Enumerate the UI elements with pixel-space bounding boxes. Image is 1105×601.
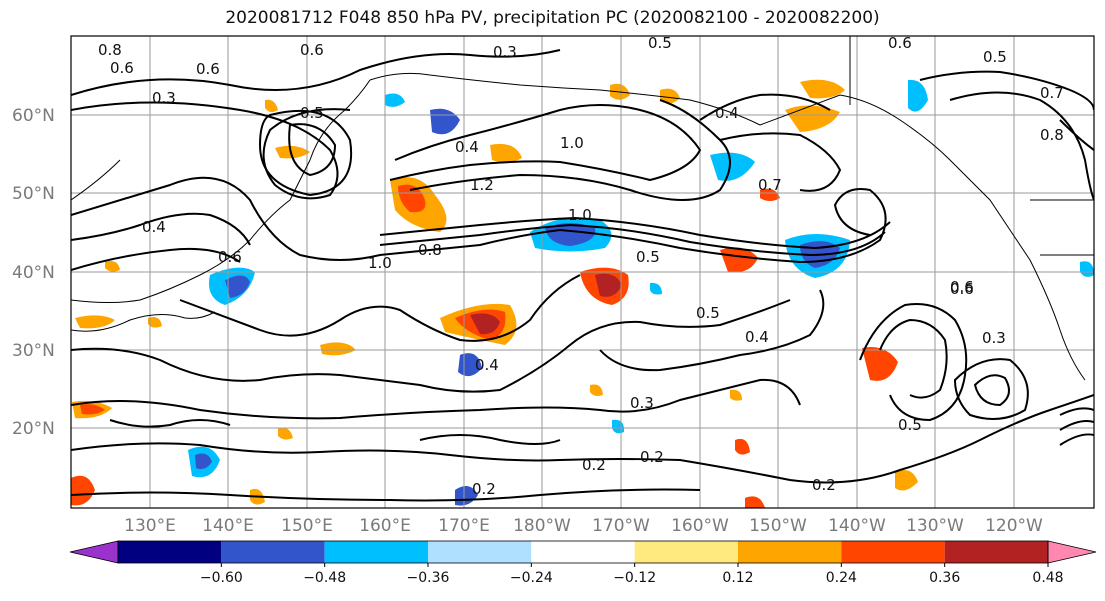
colorbar-bin xyxy=(221,541,325,563)
svg-text:0.2: 0.2 xyxy=(472,480,496,498)
svg-text:0.3: 0.3 xyxy=(493,43,517,61)
svg-text:150°E: 150°E xyxy=(281,516,333,536)
svg-text:180°W: 180°W xyxy=(513,516,571,536)
svg-text:0.6: 0.6 xyxy=(218,248,242,266)
svg-text:0.6: 0.6 xyxy=(950,278,974,296)
svg-text:0.7: 0.7 xyxy=(1040,84,1064,102)
svg-text:0.7: 0.7 xyxy=(758,176,782,194)
svg-text:50°N: 50°N xyxy=(12,184,55,204)
longitude-labels: 130°E 140°E 150°E 160°E 170°E 180°W 170°… xyxy=(124,516,1043,536)
colorbar-bin xyxy=(944,541,1048,563)
colorbar-tick-label: −0.12 xyxy=(613,570,656,586)
svg-text:0.4: 0.4 xyxy=(745,328,769,346)
svg-text:0.2: 0.2 xyxy=(812,476,836,494)
svg-text:0.5: 0.5 xyxy=(696,304,720,322)
svg-text:120°W: 120°W xyxy=(985,516,1043,536)
svg-text:1.0: 1.0 xyxy=(568,206,592,224)
svg-text:0.6: 0.6 xyxy=(196,60,220,78)
colorbar-tick-label: 0.36 xyxy=(929,570,960,586)
colorbar-tick-label: 0.24 xyxy=(826,570,857,586)
svg-text:140°E: 140°E xyxy=(202,516,254,536)
svg-text:0.5: 0.5 xyxy=(648,34,672,52)
svg-text:0.6: 0.6 xyxy=(110,59,134,77)
svg-text:170°W: 170°W xyxy=(592,516,650,536)
colorbar-tick-label: 0.48 xyxy=(1032,570,1063,586)
svg-text:0.4: 0.4 xyxy=(455,138,479,156)
colorbar-bin xyxy=(738,541,842,563)
svg-text:0.5: 0.5 xyxy=(300,104,324,122)
svg-text:0.3: 0.3 xyxy=(630,394,654,412)
colorbar-tick-label: −0.24 xyxy=(510,570,553,586)
colorbar-tick-label: −0.48 xyxy=(303,570,346,586)
colorbar-extend-high xyxy=(1047,540,1097,564)
contour-labels: 0.8 0.6 0.6 0.3 0.5 0.6 0.6 0.3 0.5 0.4 … xyxy=(98,34,1064,498)
pv-contours xyxy=(71,49,1094,502)
coastlines xyxy=(71,36,1094,381)
svg-text:1.0: 1.0 xyxy=(560,134,584,152)
svg-text:40°N: 40°N xyxy=(12,263,55,283)
colorbar-bin xyxy=(634,541,738,563)
svg-text:160°E: 160°E xyxy=(359,516,411,536)
colorbar-outline xyxy=(117,540,1049,564)
svg-text:0.5: 0.5 xyxy=(636,248,660,266)
svg-text:60°N: 60°N xyxy=(12,106,55,126)
svg-text:0.2: 0.2 xyxy=(582,456,606,474)
map-title: 2020081712 F048 850 hPa PV, precipitatio… xyxy=(225,8,880,28)
colorbar-bin xyxy=(428,541,532,563)
svg-text:0.2: 0.2 xyxy=(640,448,664,466)
svg-text:20°N: 20°N xyxy=(12,419,55,439)
svg-text:0.5: 0.5 xyxy=(983,48,1007,66)
svg-text:0.8: 0.8 xyxy=(1040,126,1064,144)
map-frame xyxy=(70,35,1095,509)
svg-text:130°W: 130°W xyxy=(906,516,964,536)
svg-text:0.3: 0.3 xyxy=(152,89,176,107)
svg-text:0.8: 0.8 xyxy=(418,241,442,259)
colorbar-extend-low xyxy=(69,540,119,564)
svg-text:0.6: 0.6 xyxy=(888,34,912,52)
svg-text:30°N: 30°N xyxy=(12,341,55,361)
svg-text:0.8: 0.8 xyxy=(98,41,122,59)
colorbar: −0.60 −0.48 −0.36 −0.24 −0.12 0.12 0.24 0.36 0.4… xyxy=(69,540,1097,586)
svg-text:0.4: 0.4 xyxy=(475,356,499,374)
colorbar-bin xyxy=(531,541,635,563)
svg-text:0.3: 0.3 xyxy=(982,329,1006,347)
latitude-labels: 60°N 50°N 40°N 30°N 20°N xyxy=(12,106,55,439)
colorbar-tick-label: 0.12 xyxy=(722,570,753,586)
svg-text:1.0: 1.0 xyxy=(368,254,392,272)
grid-lines xyxy=(71,36,1094,508)
svg-text:0.5: 0.5 xyxy=(898,416,922,434)
colorbar-tick-label: −0.60 xyxy=(200,570,243,586)
svg-text:150°W: 150°W xyxy=(749,516,807,536)
svg-text:1.2: 1.2 xyxy=(470,176,494,194)
svg-text:0.4: 0.4 xyxy=(142,218,166,236)
colorbar-bin xyxy=(324,541,428,563)
svg-text:170°E: 170°E xyxy=(438,516,490,536)
svg-text:0.6: 0.6 xyxy=(300,41,324,59)
colorbar-bin xyxy=(118,541,222,563)
svg-text:140°W: 140°W xyxy=(828,516,886,536)
svg-text:0.4: 0.4 xyxy=(715,104,739,122)
colorbar-bin xyxy=(841,541,945,563)
svg-text:130°E: 130°E xyxy=(124,516,176,536)
svg-text:160°W: 160°W xyxy=(671,516,729,536)
svg-text:0.6: 0.6 xyxy=(950,280,974,298)
colorbar-tick-label: −0.36 xyxy=(407,570,450,586)
